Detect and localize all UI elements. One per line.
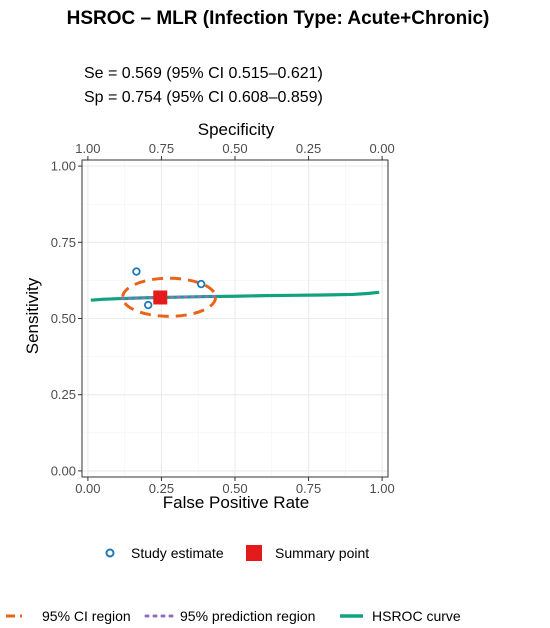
x2-tick-label: 0.50 [222, 141, 247, 156]
study-estimate-point [196, 279, 206, 289]
legend-hsroc-label: HSROC curve [372, 608, 461, 624]
chart-title: HSROC – MLR (Infection Type: Acute+Chron… [67, 8, 490, 29]
legend-study-marker [105, 548, 115, 558]
se-statistic: Se = 0.569 (95% CI 0.515–0.621) [84, 65, 323, 82]
grid-lines [82, 160, 388, 477]
x2-tick-label: 0.25 [296, 141, 321, 156]
x-axis-title: False Positive Rate [163, 493, 309, 512]
hsroc-curve [90, 290, 380, 302]
y-tick-label: 0.75 [51, 235, 76, 250]
plot-series [90, 267, 380, 318]
legend-symbols: Study estimate Summary point [105, 545, 369, 561]
x2-tick-label: 1.00 [75, 141, 100, 156]
x-tick-label: 0.25 [149, 481, 174, 496]
x2-axis-title: Specificity [198, 120, 275, 139]
y-tick-label: 0.00 [51, 463, 76, 478]
y-tick-label: 1.00 [51, 159, 76, 174]
study-estimate-point [144, 300, 153, 310]
y-tick-label: 0.25 [51, 387, 76, 402]
ci-region-ellipse [121, 276, 218, 318]
x-tick-label: 1.00 [369, 481, 394, 496]
legend-study-label: Study estimate [131, 545, 224, 561]
x2-tick-label: 0.00 [369, 141, 394, 156]
axes: 0.00 1.00 0.25 0.75 0.50 0.50 0.75 0.25 1.00 0.00… [51, 141, 395, 496]
x-tick-label: 0.50 [222, 481, 247, 496]
x-tick-label: 0.00 [75, 481, 100, 496]
y-tick-label: 0.50 [51, 311, 76, 326]
legend-pred-label: 95% prediction region [180, 608, 315, 624]
legend-summary-marker [246, 545, 262, 561]
legend-regions: 95% CI region 95% prediction region HSRO… [6, 608, 461, 624]
legend-summary-label: Summary point [275, 545, 369, 561]
x-tick-label: 0.75 [296, 481, 321, 496]
summary-point [153, 290, 168, 305]
prediction-region [120, 294, 219, 300]
legend-ci-label: 95% CI region [42, 608, 131, 624]
sp-statistic: Sp = 0.754 (95% CI 0.608–0.859) [84, 89, 323, 106]
y-axis-title: Sensitivity [23, 277, 42, 354]
study-estimate-point [132, 267, 141, 276]
x2-tick-label: 0.75 [149, 141, 174, 156]
